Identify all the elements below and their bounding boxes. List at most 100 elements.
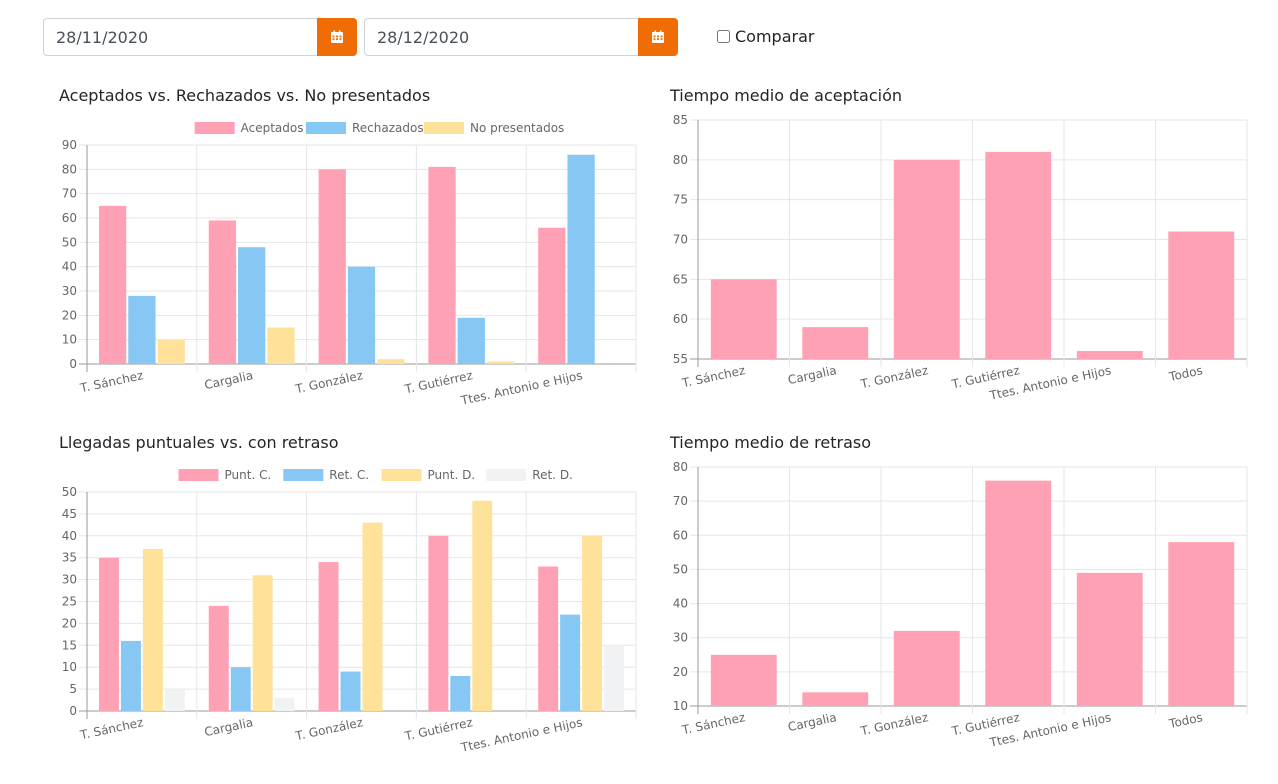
chart-arrivals: Punt. C. Ret. C. Punt. D. Ret. D. 0 5 10 15 20 25…: [62, 468, 637, 755]
chart-title-accept-time: Tiempo medio de aceptación: [670, 86, 903, 105]
calendar-icon: [331, 30, 343, 43]
x-tick-label: Todos: [1167, 363, 1204, 384]
y-tick-label: 80: [673, 153, 688, 167]
chart-title-arrivals: Llegadas puntuales vs. con retraso: [59, 433, 339, 452]
bar[interactable]: Rechazados: 48: [238, 247, 266, 364]
chart-legend[interactable]: Aceptados Rechazados No presentados: [194, 121, 565, 135]
x-tick-label: Ttes. Antonio e Hijos: [459, 715, 584, 755]
x-axis-labels: T. Sánchez Cargalia T. González T. Gutiérre…: [78, 368, 584, 408]
bar[interactable]: No presentados: 1: [486, 361, 515, 364]
bar[interactable]: Aceptados: 56: [538, 227, 566, 364]
y-tick-label: 10: [62, 333, 77, 347]
x-axis-labels: T. Sánchez Cargalia T. González T. Gutiérre…: [680, 363, 1204, 403]
bar[interactable]: Ret. D.: 15: [604, 645, 625, 711]
y-tick-label: 5: [69, 682, 77, 696]
legend-item[interactable]: Punt. D.: [381, 468, 476, 482]
bar[interactable]: Punt. C.: 33: [538, 566, 559, 711]
bar[interactable]: Tiempo medio de aceptación: 81: [985, 151, 1052, 359]
legend-swatch: [194, 122, 235, 134]
bars: Aceptados: 65Rechazados: 28No presentado…: [98, 154, 595, 365]
chart-title-delay-time: Tiempo medio de retraso: [670, 433, 872, 452]
bar[interactable]: Punt. C.: 35: [98, 557, 119, 711]
bar[interactable]: No presentados: 2: [377, 359, 405, 364]
bar[interactable]: Tiempo medio de aceptación: 71: [1168, 231, 1235, 359]
bar[interactable]: Tiempo medio de retraso: 32: [893, 630, 960, 706]
bar[interactable]: No presentados: 10: [157, 339, 185, 364]
y-tick-label: 60: [673, 528, 688, 542]
bar[interactable]: Tiempo medio de retraso: 49: [1076, 572, 1143, 706]
bar[interactable]: Tiempo medio de retraso: 58: [1168, 542, 1235, 706]
bar[interactable]: Rechazados: 19: [457, 317, 485, 364]
bar[interactable]: Tiempo medio de aceptación: 56: [1076, 351, 1143, 359]
y-tick-label: 10: [62, 660, 77, 674]
x-axis-labels: T. Sánchez Cargalia T. González T. Gutiérre…: [680, 710, 1204, 750]
bar[interactable]: Tiempo medio de aceptación: 65: [710, 279, 777, 359]
x-tick-label: T. González: [859, 363, 930, 391]
bar[interactable]: Rechazados: 40: [347, 266, 376, 364]
legend-label: Rechazados: [352, 121, 424, 135]
compare-toggle[interactable]: Comparar: [717, 27, 814, 46]
grid: 10 20 30 40 50 60 70 80: [673, 460, 1248, 714]
compare-label: Comparar: [735, 27, 815, 46]
bar[interactable]: Ret. C.: 16: [120, 640, 141, 711]
compare-checkbox[interactable]: [717, 30, 730, 43]
x-tick-label: T. Sánchez: [78, 368, 144, 395]
bar[interactable]: Punt. D.: 37: [142, 548, 163, 711]
y-tick-label: 40: [62, 260, 77, 274]
bar[interactable]: Ret. C.: 8: [450, 675, 471, 711]
bar[interactable]: Aceptados: 81: [428, 166, 456, 364]
bar[interactable]: Punt. C.: 34: [318, 562, 339, 711]
bar[interactable]: Punt. D.: 48: [472, 500, 493, 711]
end-date-group: [364, 18, 678, 56]
bar[interactable]: Ret. C.: 9: [340, 671, 361, 711]
bar[interactable]: Punt. D.: 31: [252, 575, 273, 711]
y-tick-label: 20: [673, 665, 688, 679]
start-date-input[interactable]: [43, 18, 317, 56]
legend-swatch: [486, 469, 527, 481]
legend-item[interactable]: Punt. C.: [178, 468, 272, 482]
start-date-calendar-button[interactable]: [317, 18, 357, 56]
bar[interactable]: Ret. C.: 10: [230, 667, 251, 711]
y-tick-label: 70: [673, 494, 688, 508]
end-date-calendar-button[interactable]: [638, 18, 678, 56]
y-tick-label: 0: [69, 704, 77, 718]
bar[interactable]: No presentados: 15: [267, 327, 295, 365]
bar[interactable]: Tiempo medio de aceptación: 80: [893, 159, 960, 359]
legend-item[interactable]: Rechazados: [306, 121, 424, 135]
bar[interactable]: Punt. D.: 43: [362, 522, 383, 711]
bar[interactable]: Tiempo medio de retraso: 14: [802, 692, 869, 706]
x-tick-label: Ttes. Antonio e Hijos: [459, 368, 584, 408]
y-tick-label: 40: [62, 529, 77, 543]
legend-label: Aceptados: [241, 121, 304, 135]
bar[interactable]: Ret. D.: 5: [164, 689, 185, 711]
x-tick-label: T. González: [293, 715, 364, 743]
bar[interactable]: Punt. D.: 40: [582, 535, 603, 711]
y-tick-label: 70: [62, 187, 77, 201]
y-tick-label: 10: [673, 699, 688, 713]
legend-item[interactable]: No presentados: [424, 121, 564, 135]
end-date-input[interactable]: [364, 18, 638, 56]
bar[interactable]: Ret. D.: 3: [274, 697, 295, 711]
bar[interactable]: Tiempo medio de retraso: 76: [985, 480, 1052, 706]
y-tick-label: 30: [62, 573, 77, 587]
bar[interactable]: Tiempo medio de aceptación: 59: [802, 327, 869, 359]
chart-legend[interactable]: Punt. C. Ret. C. Punt. D. Ret. D.: [178, 468, 573, 482]
x-tick-label: T. Sánchez: [78, 715, 144, 742]
legend-item[interactable]: Ret. C.: [283, 468, 369, 482]
bar[interactable]: Punt. C.: 24: [208, 605, 229, 711]
y-tick-label: 35: [62, 551, 77, 565]
bar[interactable]: Aceptados: 59: [208, 220, 237, 364]
bar[interactable]: Rechazados: 86: [567, 154, 595, 364]
y-tick-label: 45: [62, 507, 77, 521]
bar[interactable]: Punt. C.: 40: [428, 535, 449, 711]
bar[interactable]: Aceptados: 65: [98, 205, 127, 364]
bar[interactable]: Ret. C.: 22: [560, 614, 581, 711]
bar[interactable]: Rechazados: 28: [128, 295, 156, 364]
calendar-icon: [652, 30, 664, 43]
bar[interactable]: Aceptados: 80: [318, 169, 346, 364]
legend-item[interactable]: Ret. D.: [486, 468, 573, 482]
y-tick-label: 60: [62, 211, 77, 225]
bar[interactable]: Tiempo medio de retraso: 25: [710, 654, 777, 706]
x-tick-label: Todos: [1167, 710, 1204, 731]
legend-item[interactable]: Aceptados: [194, 121, 304, 135]
